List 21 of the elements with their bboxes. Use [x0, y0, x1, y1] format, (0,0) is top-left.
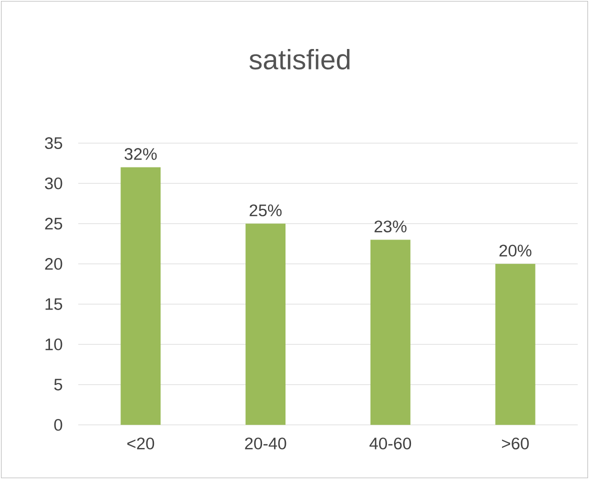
data-label: 32%: [124, 148, 157, 160]
y-tick-label: 20: [45, 258, 62, 270]
bar: [246, 224, 286, 425]
x-tick-label: 40-60: [370, 438, 412, 450]
data-label: 23%: [374, 220, 406, 232]
y-tick-label: 25: [45, 218, 62, 230]
y-tick-label: 15: [46, 298, 62, 310]
bar: [370, 240, 410, 425]
x-tick-label: >60: [502, 438, 529, 450]
y-tick-label: 5: [54, 378, 62, 390]
chart-title: satisfied: [249, 48, 350, 70]
bar: [495, 264, 536, 425]
y-tick-label: 30: [44, 177, 62, 190]
y-tick-label: 10: [46, 338, 62, 350]
x-tick-label: <20: [127, 438, 154, 450]
y-tick-label: 0: [54, 418, 62, 431]
bar: [120, 167, 161, 425]
x-tick-label: 20-40: [245, 438, 286, 450]
data-label: 25%: [250, 204, 282, 216]
y-tick-label: 35: [44, 137, 62, 149]
data-label: 20%: [499, 244, 532, 256]
